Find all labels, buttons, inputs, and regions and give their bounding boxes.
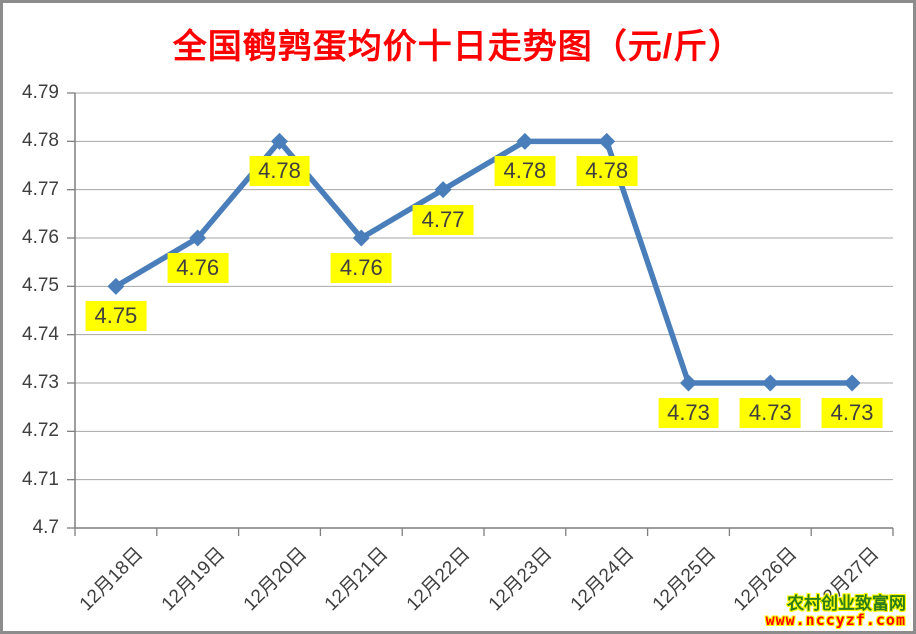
watermark-url: www.nccyzf.com [765, 611, 906, 630]
price-series-line [113, 138, 855, 386]
data-point-marker [352, 229, 370, 247]
y-tick-label: 4.7 [32, 517, 59, 538]
data-point-marker [189, 229, 207, 247]
data-label: 4.75 [85, 301, 147, 332]
y-tick-label: 4.77 [22, 178, 59, 200]
data-label: 4.76 [167, 253, 229, 283]
y-tick-label: 4.75 [22, 275, 59, 297]
data-point-marker [271, 132, 288, 150]
data-label: 4.76 [330, 253, 392, 283]
data-point-marker [598, 132, 616, 150]
data-point-marker [434, 181, 452, 199]
data-point-marker [680, 374, 697, 392]
data-point-marker [516, 132, 534, 150]
data-point-marker [761, 374, 779, 392]
y-tick-label: 4.73 [22, 372, 59, 393]
y-tick-label: 4.74 [22, 323, 59, 345]
y-tick-label: 4.71 [22, 468, 59, 490]
watermark: 农村创业致富网 www.nccyzf.com [766, 595, 906, 629]
data-label: 4.78 [249, 156, 310, 187]
watermark-site-name: 农村创业致富网 [787, 594, 906, 614]
data-label: 4.73 [658, 398, 719, 428]
y-tick-label: 4.72 [22, 420, 59, 442]
data-label: 4.73 [821, 398, 883, 428]
data-label: 4.73 [739, 398, 801, 428]
y-tick-label: 4.79 [22, 82, 59, 103]
data-label: 4.78 [576, 156, 638, 187]
data-point-marker [107, 277, 125, 295]
data-label: 4.77 [412, 204, 474, 235]
data-label: 4.78 [494, 156, 556, 187]
y-tick-label: 4.76 [22, 227, 59, 248]
chart-title: 全国鹌鹑蛋均价十日走势图（元/斤） [172, 28, 744, 66]
y-tick-label: 4.78 [22, 130, 59, 152]
data-point-marker [843, 374, 861, 392]
